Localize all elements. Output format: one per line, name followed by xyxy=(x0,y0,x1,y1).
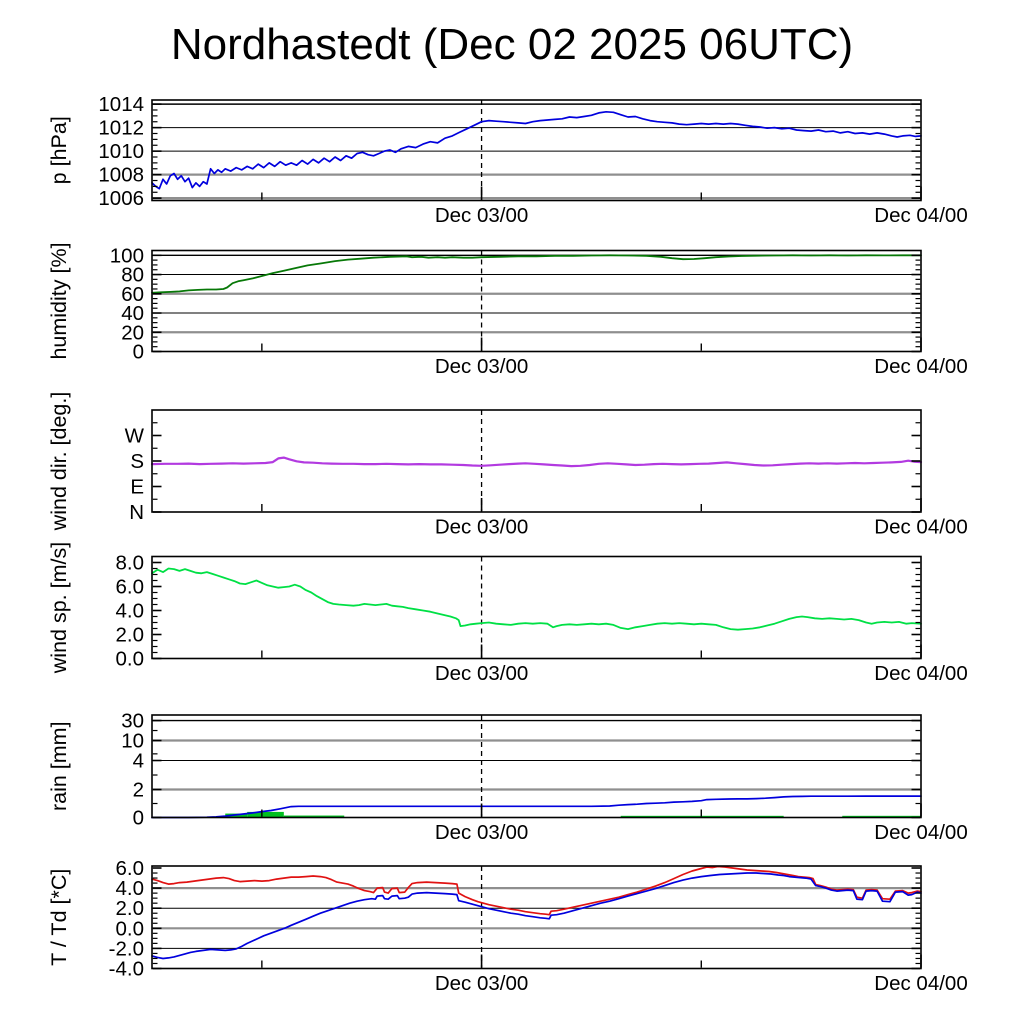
y-tick-label: 4.0 xyxy=(116,600,145,623)
rain-bar xyxy=(283,815,345,818)
rain-bar xyxy=(247,811,284,818)
panel-border xyxy=(151,99,922,202)
y-tick-label: W xyxy=(125,425,145,448)
panel-border xyxy=(151,714,922,819)
y-tick-label: 20 xyxy=(121,321,144,344)
series-wind-speed xyxy=(151,567,922,631)
series-T xyxy=(151,865,922,916)
y-tick-label: 30 xyxy=(121,710,144,733)
x-tick-label: Dec 03/00 xyxy=(435,972,528,995)
panel-border xyxy=(151,409,922,513)
panel-border xyxy=(151,249,922,353)
x-tick-label: Dec 03/00 xyxy=(435,204,528,227)
y-tick-label: 1008 xyxy=(98,164,144,187)
y-tick-label: 2.0 xyxy=(116,624,145,647)
y-tick-label: 0 xyxy=(133,341,144,364)
x-tick-label: Dec 04/00 xyxy=(874,204,967,227)
y-tick-label: 10 xyxy=(121,730,144,753)
y-tick-label: 1014 xyxy=(98,93,144,116)
y-tick-label: 8.0 xyxy=(116,552,145,575)
rain-bars xyxy=(225,811,921,818)
y-tick-label: 0.0 xyxy=(116,648,145,671)
y-tick-label: 2.0 xyxy=(116,897,145,920)
y-axis-label: wind dir. [deg.] xyxy=(47,392,71,532)
x-tick-label: Dec 03/00 xyxy=(435,662,528,685)
gridlines xyxy=(152,719,921,791)
y-axis-label: p [hPa] xyxy=(47,116,71,184)
y-axis-label: humidity [%] xyxy=(47,242,71,359)
y-ticks: 0.02.04.06.08.0 xyxy=(116,552,921,671)
series-p xyxy=(151,110,922,190)
panel-border xyxy=(151,865,922,970)
series-Td xyxy=(151,872,922,960)
gridlines xyxy=(152,887,921,949)
series-rain-accum xyxy=(151,795,922,819)
rain-bar xyxy=(842,815,921,818)
y-tick-label: 1006 xyxy=(98,187,144,210)
y-tick-label: 2 xyxy=(133,779,144,802)
y-tick-label: -4.0 xyxy=(109,958,144,981)
y-axis-label: wind sp. [m/s] xyxy=(47,542,71,674)
y-tick-label: N xyxy=(129,501,144,524)
panel-border xyxy=(151,555,922,660)
chart-title: Nordhastedt (Dec 02 2025 06UTC) xyxy=(170,20,854,69)
gridlines xyxy=(152,103,921,200)
x-ticks xyxy=(261,337,922,351)
x-ticks xyxy=(261,186,922,200)
y-tick-label: -2.0 xyxy=(109,937,144,960)
y-tick-label: 40 xyxy=(121,302,144,325)
x-tick-label: Dec 03/00 xyxy=(435,821,528,844)
y-tick-label: 0.0 xyxy=(116,917,145,940)
x-ticks xyxy=(261,644,922,658)
y-tick-label: 1012 xyxy=(98,117,144,140)
x-ticks xyxy=(261,498,922,512)
x-tick-label: Dec 04/00 xyxy=(874,516,967,539)
y-tick-label: 60 xyxy=(121,283,144,306)
y-tick-label: 1010 xyxy=(98,140,144,163)
y-tick-label: S xyxy=(130,450,144,473)
x-tick-label: Dec 03/00 xyxy=(435,516,528,539)
series-wind-dir xyxy=(150,456,923,468)
y-axis-label: T / Td [*C] xyxy=(47,869,71,966)
gridlines xyxy=(152,254,921,334)
series-humidity xyxy=(151,254,922,294)
y-axis-label: rain [mm] xyxy=(47,721,71,811)
x-tick-label: Dec 03/00 xyxy=(435,355,528,378)
x-ticks xyxy=(261,803,922,817)
x-tick-label: Dec 04/00 xyxy=(874,662,967,685)
y-tick-label: 6.0 xyxy=(116,576,145,599)
y-tick-label: 100 xyxy=(110,244,144,267)
y-tick-label: 4 xyxy=(133,750,144,773)
y-tick-label: 80 xyxy=(121,264,144,287)
x-ticks xyxy=(261,954,922,968)
x-tick-label: Dec 04/00 xyxy=(874,972,967,995)
rain-bar xyxy=(620,815,784,818)
y-tick-label: 0 xyxy=(133,807,144,830)
y-tick-label: 6.0 xyxy=(116,857,145,880)
y-tick-label: E xyxy=(130,476,144,499)
y-ticks: -4.0-2.00.02.04.06.0 xyxy=(109,857,921,981)
x-tick-label: Dec 04/00 xyxy=(874,355,967,378)
y-tick-label: 4.0 xyxy=(116,877,145,900)
x-tick-label: Dec 04/00 xyxy=(874,821,967,844)
